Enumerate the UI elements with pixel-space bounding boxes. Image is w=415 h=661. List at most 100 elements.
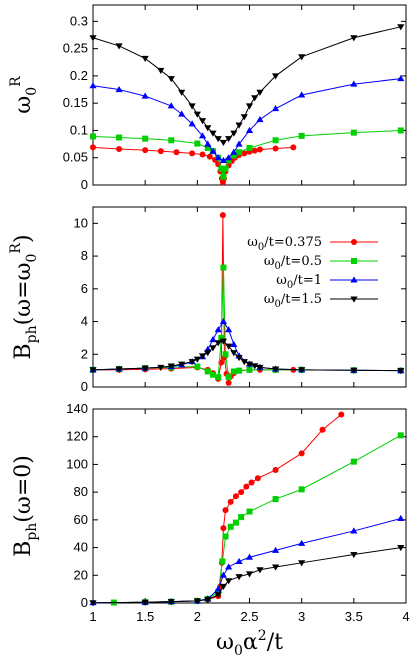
data-point: [225, 154, 233, 161]
data-point: [246, 366, 253, 373]
data-point: [240, 114, 248, 121]
data-point: [254, 475, 261, 482]
data-point: [214, 340, 222, 347]
y-axis-label: ω0R: [8, 76, 40, 114]
data-point: [225, 343, 233, 350]
data-point: [256, 89, 264, 96]
data-point: [271, 105, 280, 112]
series-3: [89, 24, 405, 147]
data-point: [214, 136, 222, 143]
y-tick-label: 10: [74, 215, 88, 230]
legend-marker: [350, 276, 358, 283]
data-point: [188, 103, 196, 110]
data-point: [193, 598, 201, 605]
data-point: [178, 361, 186, 368]
y-tick-label: 6: [81, 281, 88, 296]
y-tick-label: 80: [74, 484, 88, 499]
data-point: [230, 130, 238, 137]
data-point: [350, 551, 358, 559]
data-point: [167, 363, 175, 370]
data-point: [232, 493, 239, 500]
data-point: [209, 130, 217, 137]
data-point: [246, 508, 253, 515]
legend-label: ω0/t=1: [276, 273, 322, 291]
data-point: [157, 148, 164, 155]
data-point: [219, 338, 228, 345]
y-tick-label: 40: [74, 540, 88, 555]
data-point: [222, 507, 229, 514]
data-point: [272, 145, 279, 152]
y-tick-label: 2: [81, 346, 88, 361]
data-point: [227, 523, 234, 530]
data-point: [350, 367, 358, 374]
data-point: [397, 24, 405, 31]
data-point: [204, 140, 212, 147]
data-point: [198, 132, 207, 139]
data-point: [397, 514, 405, 521]
data-point: [141, 92, 149, 99]
data-point: [350, 129, 357, 136]
data-point: [220, 173, 227, 180]
data-point: [215, 588, 222, 595]
data-point: [194, 363, 201, 370]
legend-label: ω0/t=0.5: [264, 254, 322, 272]
panel-top: 0 0.05 0.1 0.15 0.2 0.25 0.3 ω0R: [8, 4, 407, 192]
legend-entry: ω0/t=0.375: [247, 235, 378, 253]
series-2: [89, 317, 405, 374]
data-point: [245, 553, 254, 560]
y-tick-label: 0.2: [70, 68, 88, 83]
data-point: [142, 147, 149, 154]
data-point: [168, 137, 175, 144]
data-point: [189, 150, 196, 157]
series-line: [113, 434, 402, 604]
data-point: [214, 592, 222, 599]
data-point: [235, 355, 243, 362]
x-tick-label: 3: [298, 609, 305, 624]
data-point: [225, 578, 233, 585]
y-tick-label: 0: [81, 177, 88, 192]
data-point: [219, 212, 226, 219]
data-point: [271, 366, 280, 373]
x-tick-label: 3.5: [345, 609, 363, 624]
data-point: [89, 35, 97, 42]
data-point: [157, 67, 165, 75]
data-point: [115, 43, 123, 50]
data-point: [222, 533, 229, 540]
data-point: [167, 76, 175, 83]
y-tick-label: 0: [81, 379, 88, 394]
data-point: [157, 364, 165, 371]
data-point: [298, 486, 305, 493]
legend-marker: [350, 296, 358, 303]
data-point: [219, 317, 228, 325]
data-point: [272, 137, 279, 144]
data-point: [271, 564, 280, 571]
data-point: [298, 91, 306, 98]
data-point: [350, 80, 358, 87]
data-point: [204, 368, 211, 375]
x-axis-label: ω0α2/t: [216, 628, 283, 659]
data-point: [225, 157, 232, 164]
data-point: [115, 85, 123, 93]
data-point: [215, 374, 222, 381]
data-point: [230, 148, 238, 155]
x-tick-label: 1.5: [136, 609, 154, 624]
y-tick-label: 140: [66, 401, 88, 416]
data-point: [230, 340, 238, 347]
data-point: [89, 367, 97, 374]
data-point: [238, 514, 245, 521]
data-point: [225, 374, 232, 381]
data-point: [193, 356, 201, 363]
data-point: [245, 361, 254, 368]
x-tick-label: 4: [402, 609, 409, 624]
data-point: [243, 483, 250, 490]
data-point: [235, 140, 243, 147]
data-point: [397, 545, 405, 552]
data-point: [227, 498, 234, 505]
legend-label: ω0/t=1.5: [264, 292, 322, 310]
data-point: [256, 115, 264, 123]
data-point: [222, 351, 229, 358]
data-point: [220, 264, 227, 271]
data-point: [290, 144, 297, 151]
